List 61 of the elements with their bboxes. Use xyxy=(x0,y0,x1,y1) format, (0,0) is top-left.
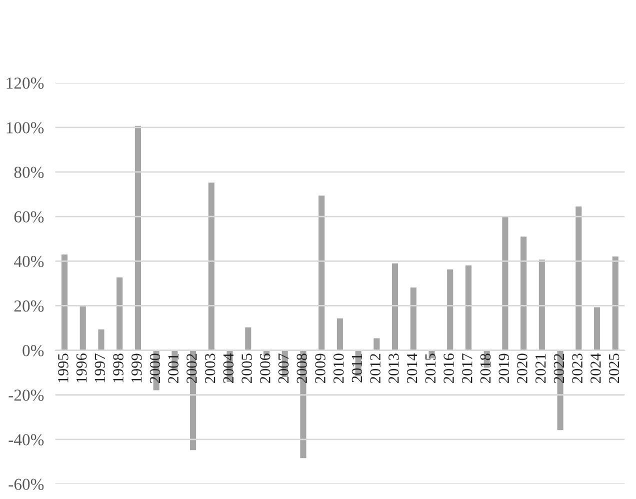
bar xyxy=(61,254,68,350)
bar xyxy=(392,263,398,350)
x-tick-label: 1995 xyxy=(58,354,68,382)
x-tick-label: 2019 xyxy=(498,354,510,383)
x-tick-label: 2021 xyxy=(535,354,546,383)
x-tick-label: 2020 xyxy=(517,354,528,383)
x-tick-label: 2011 xyxy=(352,354,362,382)
y-tick-label: 100% xyxy=(6,122,44,134)
y-tick-label: 40% xyxy=(14,256,44,268)
y-tick-label: -60% xyxy=(8,478,44,490)
x-tick-label: 2008 xyxy=(296,354,308,383)
bar xyxy=(134,126,141,350)
x-tick-label: 2000 xyxy=(150,354,160,383)
x-tick-label: 2022 xyxy=(554,354,564,383)
x-tick-label: 2018 xyxy=(480,354,491,383)
x-tick-label: 1999 xyxy=(132,354,142,382)
y-tick-label: -20% xyxy=(8,390,44,401)
x-tick-label: 2024 xyxy=(590,353,601,383)
bar xyxy=(80,306,86,350)
x-tick-label: 2002 xyxy=(186,354,197,383)
x-tick-label: 2015 xyxy=(425,354,436,383)
y-tick-label: 80% xyxy=(14,166,44,178)
bar xyxy=(612,256,618,350)
bar xyxy=(318,196,325,350)
x-tick-label: 2012 xyxy=(370,354,380,383)
y-tick-label: -40% xyxy=(8,434,44,446)
x-tick-label: 2003 xyxy=(204,354,216,383)
bar xyxy=(576,206,582,350)
bar xyxy=(465,265,472,350)
x-tick-label: 2001 xyxy=(168,354,179,383)
x-tick-label: 2023 xyxy=(572,354,582,383)
x-tick-label: 1996 xyxy=(76,354,87,382)
bar xyxy=(594,307,600,350)
y-tick-label: 60% xyxy=(14,211,44,223)
x-tick-label: 2009 xyxy=(315,354,326,383)
y-tick-label: 20% xyxy=(14,300,44,312)
bar xyxy=(374,338,380,350)
x-tick-label: 2004 xyxy=(223,353,234,383)
bar xyxy=(520,236,527,350)
bar xyxy=(538,260,545,350)
bar xyxy=(336,318,343,350)
x-tick-label: 2025 xyxy=(608,354,620,383)
x-tick-label: 2013 xyxy=(388,354,399,383)
bar xyxy=(447,269,454,350)
bar xyxy=(502,216,508,350)
bar xyxy=(98,329,104,350)
x-tick-label: 1997 xyxy=(94,354,106,382)
bar xyxy=(208,182,214,350)
x-tick-label: 2007 xyxy=(278,354,289,383)
bar xyxy=(410,287,416,350)
x-tick-label: 2006 xyxy=(260,354,270,383)
x-tick-label: 2010 xyxy=(333,354,344,383)
bar xyxy=(245,327,252,350)
x-tick-label: 2016 xyxy=(444,354,454,383)
y-tick-label: 0% xyxy=(22,344,44,356)
y-tick-label: 120% xyxy=(6,78,44,89)
x-tick-label: 1998 xyxy=(113,354,124,382)
x-tick-label: 2005 xyxy=(242,354,252,383)
x-tick-label: 2017 xyxy=(462,354,472,383)
x-tick-label: 2014 xyxy=(406,353,418,383)
bar xyxy=(116,277,123,350)
